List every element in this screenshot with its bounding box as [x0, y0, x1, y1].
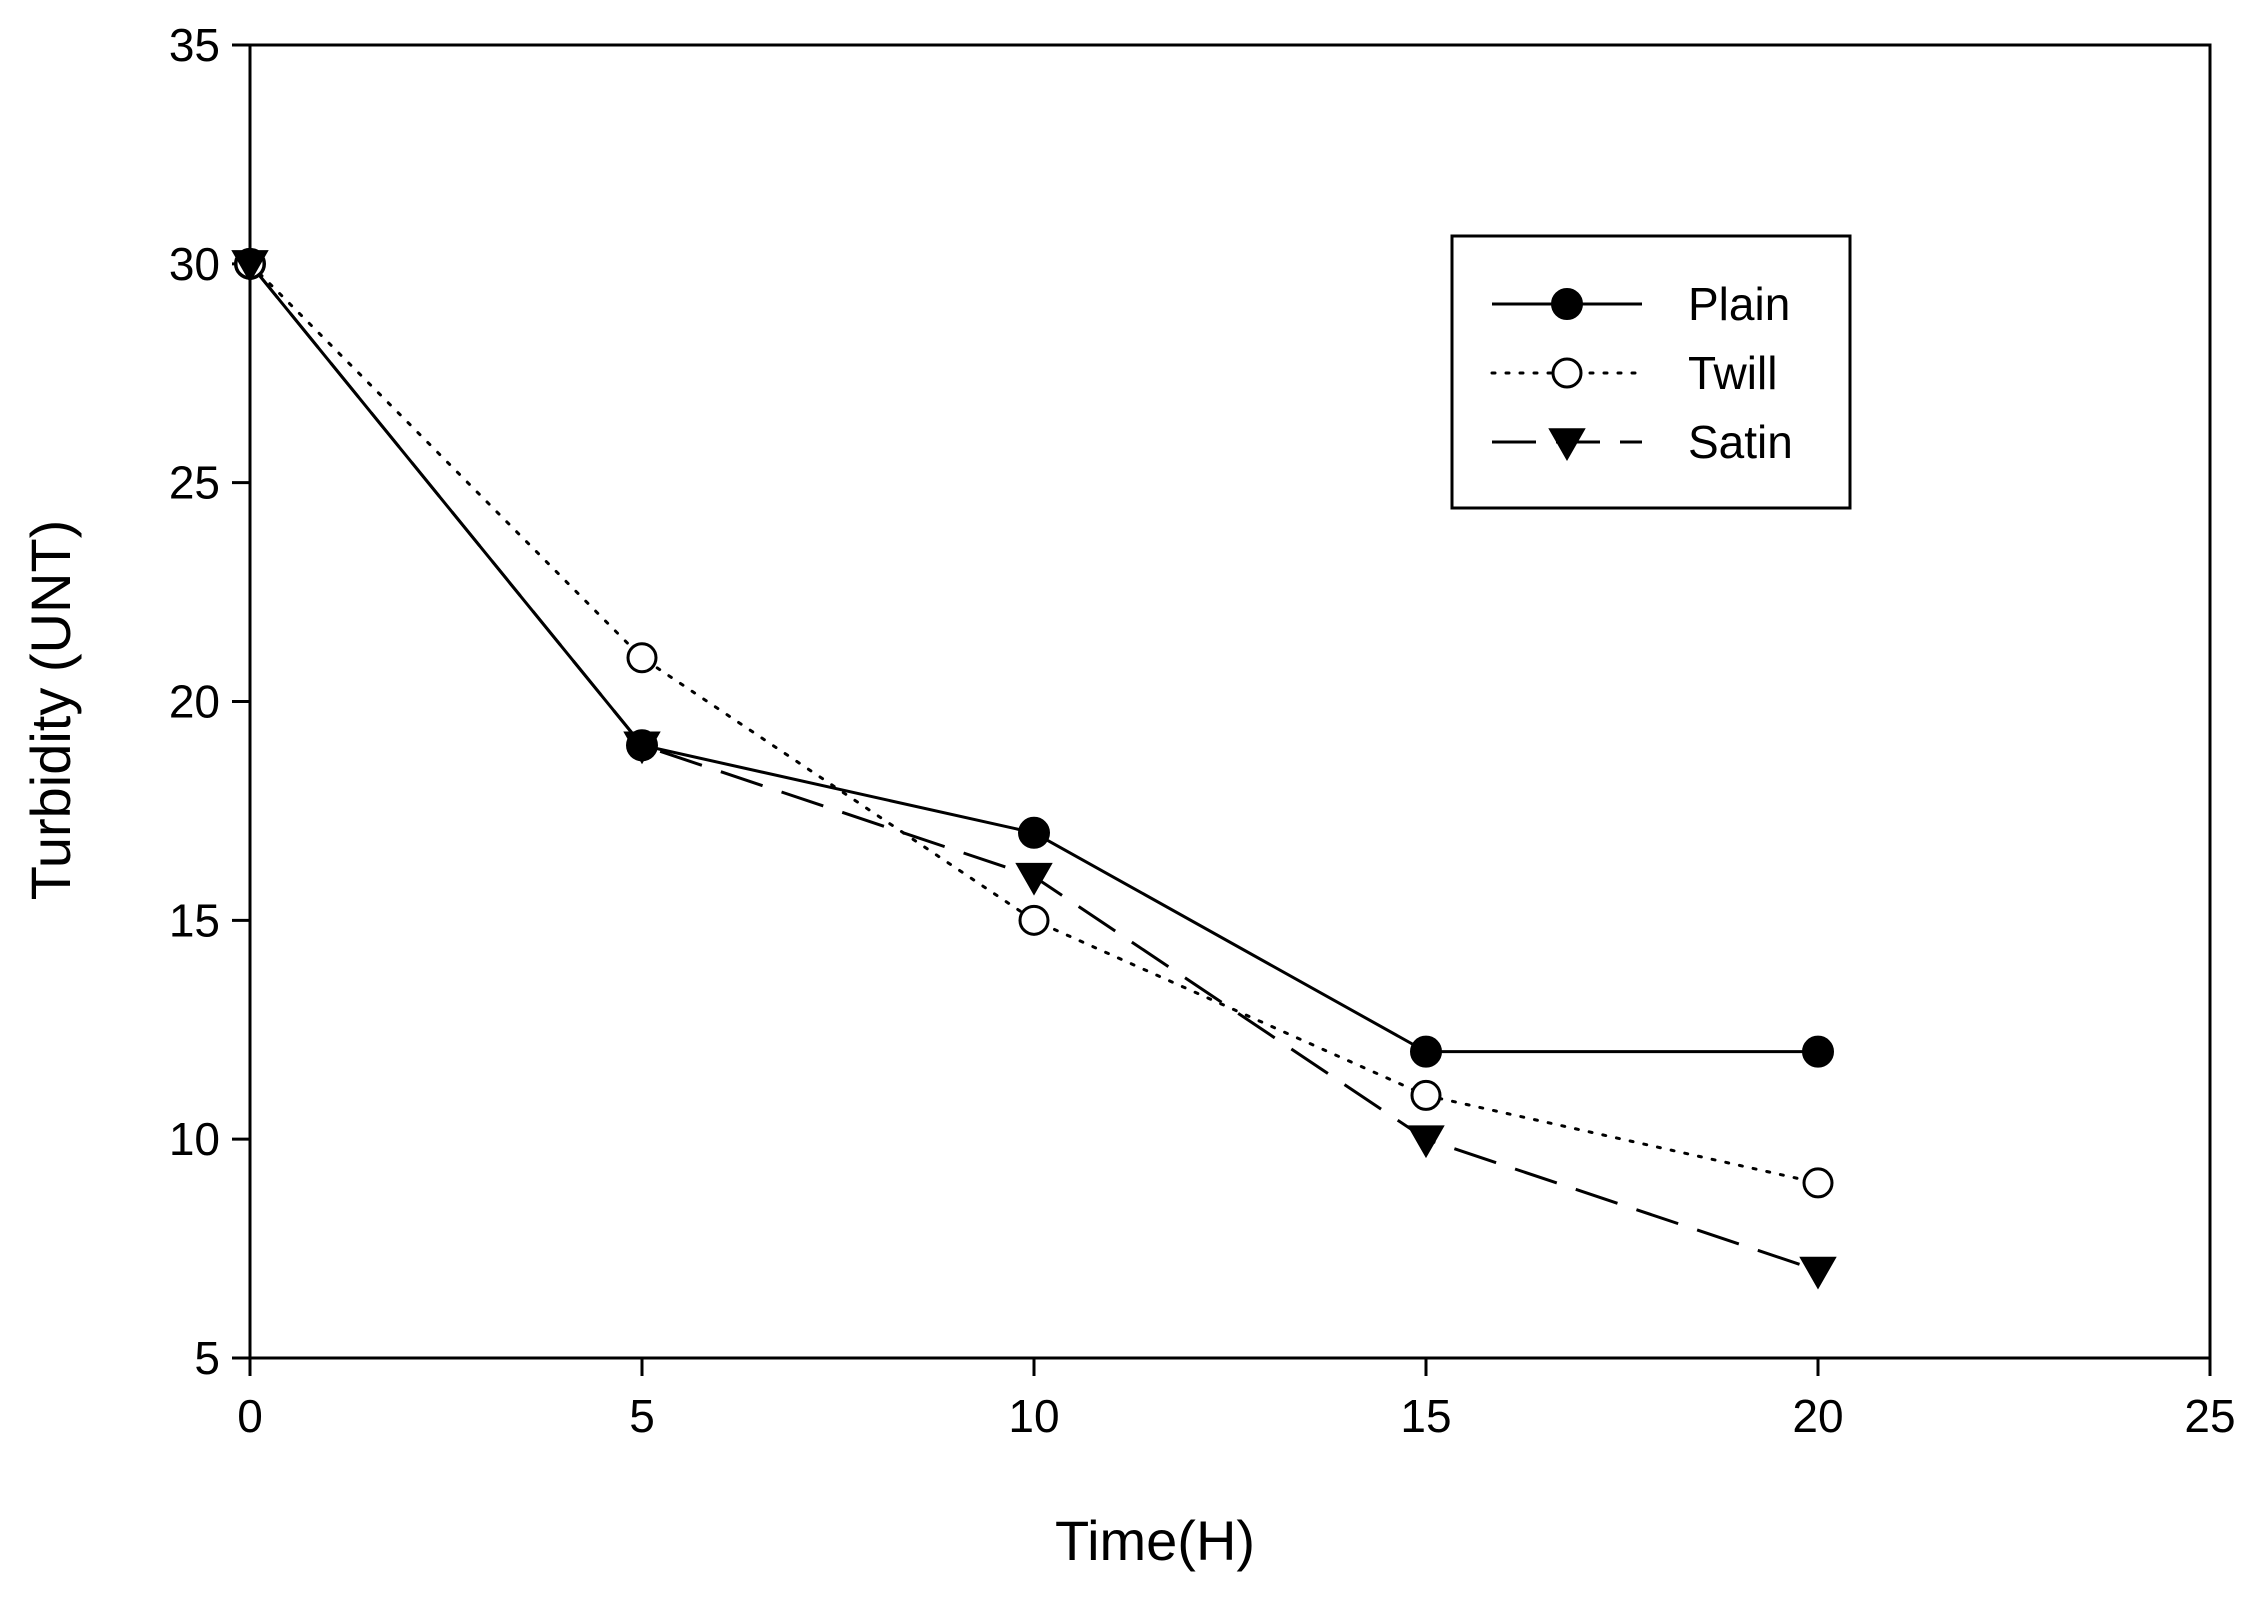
data-point-plain [1410, 1035, 1442, 1068]
data-point-satin [1015, 862, 1053, 896]
x-tick-label: 25 [2184, 1390, 2235, 1442]
data-point-twill [626, 642, 658, 674]
legend-label-twill: Twill [1688, 347, 1777, 399]
data-point-plain [1018, 816, 1050, 849]
y-tick-label: 5 [194, 1332, 220, 1384]
y-axis-ticks: 5 10 15 20 25 30 35 [169, 19, 250, 1384]
y-axis-title: Turbidity (UNT) [19, 520, 82, 901]
legend-label-satin: Satin [1688, 416, 1793, 468]
plot-frame [248, 43, 2212, 1360]
data-point-twill [1410, 1079, 1442, 1111]
series-markers [231, 247, 1837, 1290]
legend-marker-twill [1551, 357, 1583, 389]
data-point-twill [1018, 904, 1050, 936]
legend-label-plain: Plain [1688, 278, 1790, 330]
legend-box [1450, 234, 1852, 510]
y-tick-label: 30 [169, 238, 220, 290]
y-tick-label: 35 [169, 19, 220, 71]
data-point-satin [623, 731, 661, 765]
y-tick-label: 25 [169, 457, 220, 509]
y-tick-label: 20 [169, 676, 220, 728]
data-point-satin [1799, 1256, 1837, 1290]
data-point-satin [1407, 1125, 1445, 1159]
legend-items: Plain Twill Satin [1490, 278, 1793, 468]
x-tick-label: 20 [1792, 1390, 1843, 1442]
legend-marker-plain [1551, 288, 1583, 320]
data-point-plain [1802, 1035, 1834, 1068]
data-point-twill [1802, 1167, 1834, 1199]
x-tick-label: 0 [237, 1390, 263, 1442]
x-tick-label: 15 [1400, 1390, 1451, 1442]
y-tick-label: 10 [169, 1113, 220, 1165]
legend: Plain Twill Satin [1450, 234, 1852, 510]
x-tick-label: 10 [1008, 1390, 1059, 1442]
x-tick-label: 5 [629, 1390, 655, 1442]
legend-marker-satin [1548, 428, 1586, 462]
y-tick-label: 15 [169, 894, 220, 946]
data-point-satin [231, 250, 269, 283]
x-axis-title: Time(H) [1055, 1509, 1255, 1572]
x-axis-ticks: 0 5 10 15 20 25 [237, 1358, 2236, 1442]
